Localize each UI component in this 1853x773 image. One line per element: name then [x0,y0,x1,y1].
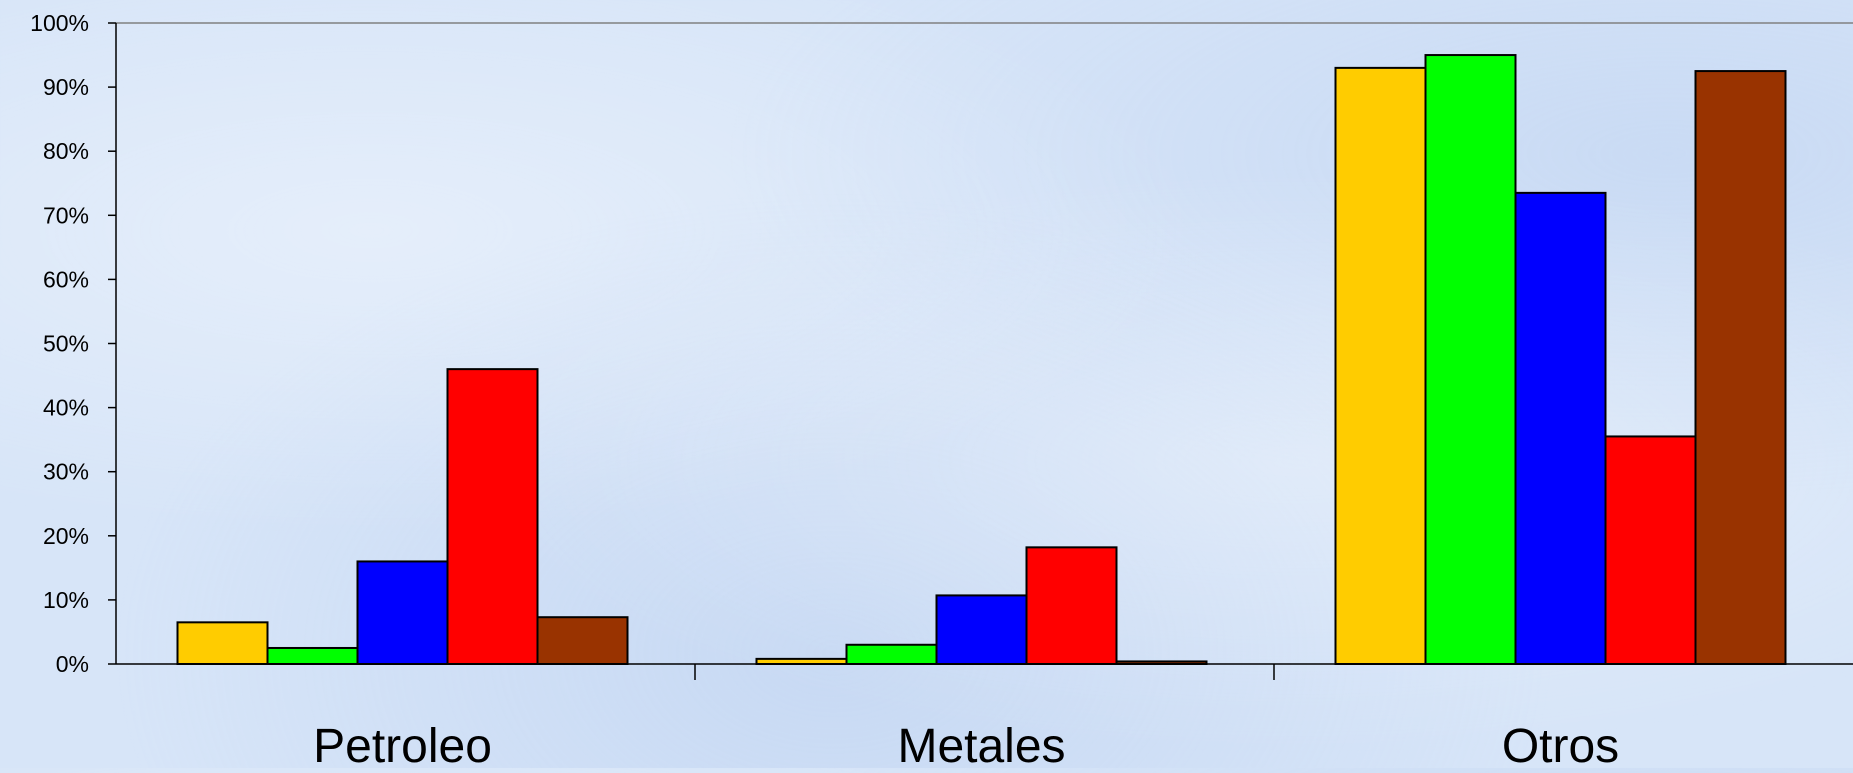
y-tick-label: 100% [30,10,89,36]
y-tick-label: 30% [43,459,89,485]
bar-petroleo-5 [536,616,629,665]
bar-metales-3 [935,594,1028,666]
bar-otros-1 [1334,66,1427,666]
bars [176,54,1787,666]
bar-petroleo-3 [356,560,449,665]
tick-labels: 0% 10% 20% 30% 40% 50% 60% 70% 80% 90% 100% Petrole… [30,10,1619,773]
bar-metales-2 [845,643,938,666]
bar-petroleo-2 [266,646,359,665]
bar-metales-5 [1115,660,1208,665]
category-label-metales: Metales [897,720,1065,768]
bar-petroleo-4 [446,368,539,665]
bar-metales-4 [1025,546,1118,666]
bar-metales-1 [755,657,848,666]
bar-otros-2 [1424,54,1517,666]
y-tick-label: 50% [43,331,89,357]
y-tick-label: 90% [43,74,89,100]
bar-otros-5 [1694,70,1787,665]
y-tick-label: 80% [43,138,89,164]
bar-otros-4 [1604,435,1697,665]
category-label-petroleo: Petroleo [313,720,492,768]
bar-otros-3 [1514,191,1607,666]
category-label-otros: Otros [1502,720,1619,768]
y-tick-label: 0% [56,651,89,677]
y-tick-label: 60% [43,266,89,292]
y-tick-label: 70% [43,202,89,228]
bar-petroleo-1 [176,621,269,666]
y-tick-label: 10% [43,587,89,613]
y-tick-label: 40% [43,395,89,421]
y-tick-label: 20% [43,523,89,549]
